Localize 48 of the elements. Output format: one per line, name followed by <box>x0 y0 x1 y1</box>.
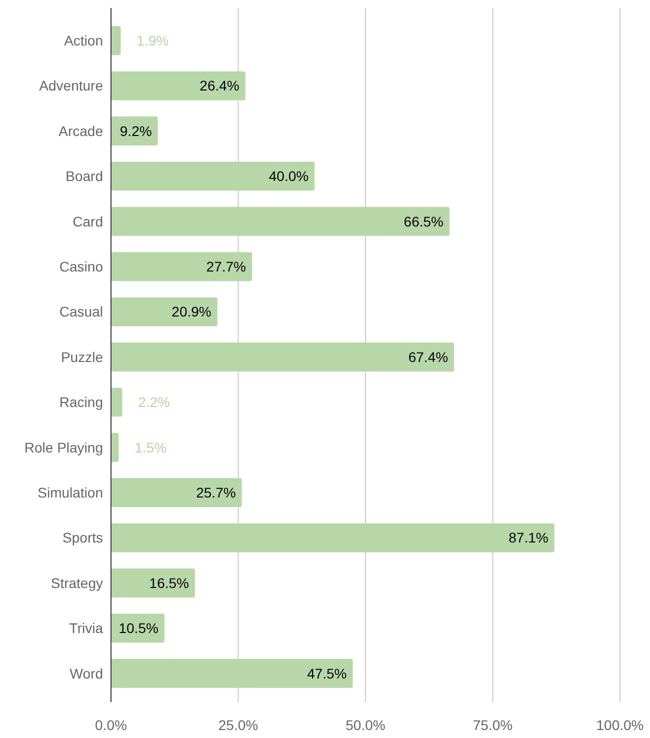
bar <box>111 478 242 508</box>
bar <box>111 297 218 326</box>
data-label: 26.4% <box>200 78 240 94</box>
data-label: 16.5% <box>149 574 189 591</box>
x-tick-label: 75.0% <box>472 717 513 733</box>
bar <box>111 388 122 417</box>
y-tick-label: Trivia <box>69 620 104 636</box>
x-tick-label: 50.0% <box>346 717 386 733</box>
bar <box>111 568 195 598</box>
bar <box>111 26 121 56</box>
x-tick-label: 0.0% <box>95 717 127 733</box>
y-tick-label: Adventure <box>39 78 104 94</box>
y-tick-label: Card <box>72 213 103 230</box>
x-tick-label: 100.0% <box>596 717 644 733</box>
y-tick-label: Board <box>66 168 103 184</box>
data-label: 2.2% <box>138 394 170 410</box>
data-label: 87.1% <box>508 530 548 546</box>
data-label: 10.5% <box>118 620 158 636</box>
x-tick-label: 25.0% <box>218 717 258 733</box>
y-tick-label: Puzzle <box>60 348 104 365</box>
data-label: 66.5% <box>404 213 444 230</box>
y-tick-label: Casual <box>59 304 103 320</box>
data-label: 47.5% <box>307 665 347 682</box>
bar <box>111 523 554 552</box>
data-label: 27.7% <box>206 258 246 274</box>
y-tick-label: Strategy <box>50 574 103 591</box>
bar <box>111 206 450 236</box>
y-tick-label: Racing <box>59 394 103 410</box>
y-tick-label: Arcade <box>58 122 104 139</box>
data-label: 1.9% <box>136 32 169 48</box>
data-label: 25.7% <box>196 484 236 500</box>
y-tick-label: Word <box>70 665 103 682</box>
data-label: 9.2% <box>120 122 152 139</box>
data-label: 67.4% <box>408 348 448 365</box>
data-label: 40.0% <box>268 168 309 184</box>
y-tick-label: Simulation <box>38 484 103 500</box>
bar <box>111 162 315 191</box>
y-tick-label: Action <box>64 32 103 48</box>
bar <box>111 432 119 462</box>
y-tick-label: Casino <box>59 258 104 274</box>
bar <box>111 252 252 282</box>
data-label: 20.9% <box>172 304 212 320</box>
data-label: 1.5% <box>134 439 167 456</box>
y-tick-label: Sports <box>62 530 103 546</box>
y-tick-label: Role Playing <box>24 439 103 456</box>
bar <box>111 71 246 100</box>
bar <box>111 342 454 372</box>
bar <box>111 658 353 688</box>
